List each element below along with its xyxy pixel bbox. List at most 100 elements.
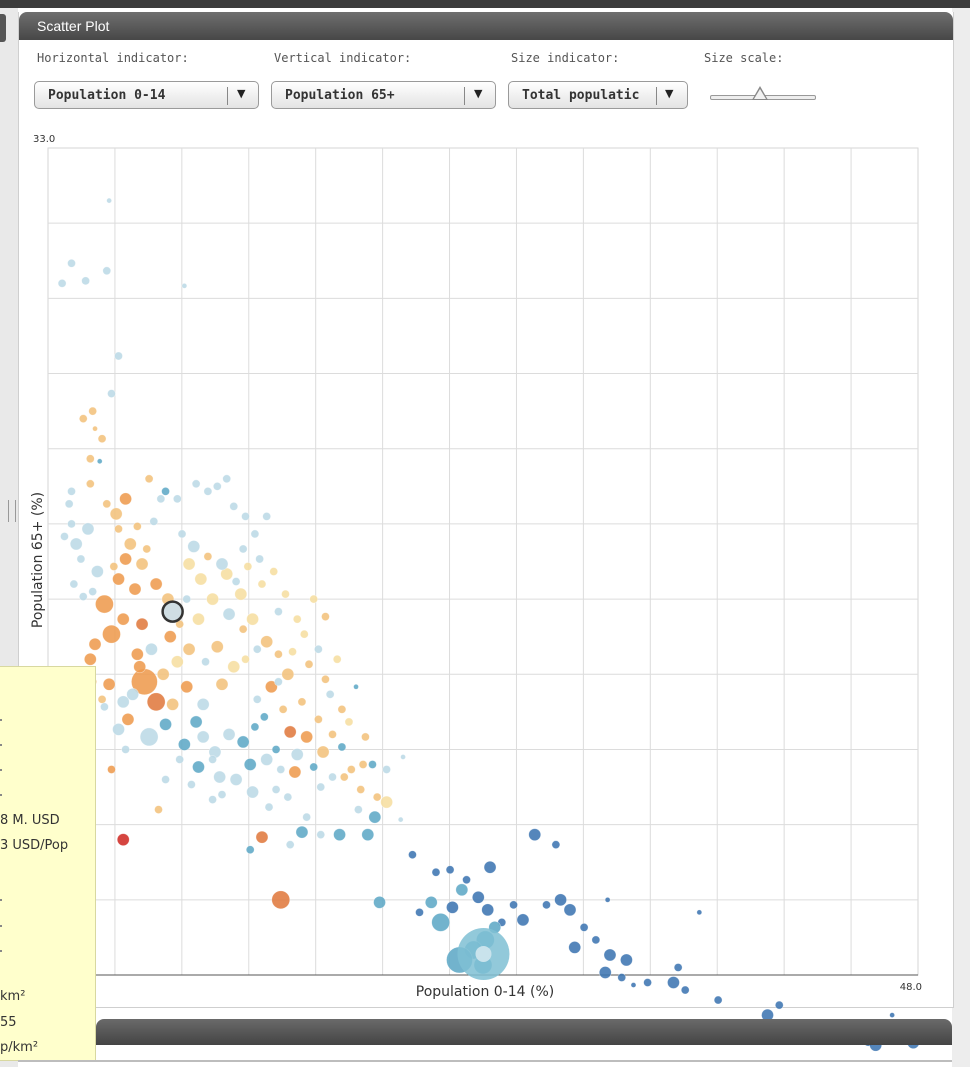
- data-point: [78, 414, 88, 423]
- data-point: [368, 810, 382, 824]
- data-point: [554, 893, 567, 907]
- data-point: [196, 730, 210, 744]
- data-point: [64, 499, 74, 509]
- data-point: [358, 760, 368, 769]
- data-point: [455, 883, 469, 897]
- data-point: [309, 594, 319, 604]
- data-point: [243, 562, 253, 571]
- data-point: [107, 389, 116, 398]
- data-point: [114, 524, 123, 534]
- data-point: [255, 554, 264, 564]
- slider-thumb-highlight: [754, 89, 766, 99]
- tooltip-bullet: [0, 719, 2, 721]
- data-point: [356, 785, 366, 794]
- data-point: [445, 865, 455, 875]
- data-point: [106, 197, 112, 204]
- horizontal-indicator-value: Population 0-14: [48, 88, 166, 103]
- resize-grip-icon[interactable]: [8, 500, 16, 522]
- data-point: [121, 713, 135, 726]
- data-point: [509, 900, 518, 910]
- data-point: [333, 828, 346, 841]
- data-point: [620, 953, 633, 967]
- data-point: [215, 557, 229, 571]
- data-point: [69, 579, 79, 589]
- data-point-large-core: [475, 945, 492, 962]
- data-point: [191, 479, 201, 489]
- dropdown-separator: [227, 87, 228, 105]
- data-point: [109, 507, 123, 521]
- data-point: [241, 654, 250, 664]
- data-point: [361, 828, 375, 841]
- data-point: [222, 728, 236, 741]
- tooltip-bullet: [0, 925, 2, 927]
- data-point: [109, 562, 119, 571]
- data-point: [161, 775, 170, 784]
- chevron-down-icon: ▼: [237, 87, 246, 100]
- panel-header: Scatter Plot: [19, 12, 953, 40]
- data-point: [238, 624, 248, 634]
- data-point: [156, 494, 166, 504]
- data-point: [222, 607, 236, 621]
- data-point: [139, 727, 159, 747]
- data-point: [295, 825, 309, 839]
- data-point: [680, 985, 690, 995]
- data-point: [431, 867, 441, 877]
- data-point: [81, 522, 95, 536]
- data-point: [114, 351, 123, 361]
- data-point: [264, 802, 274, 812]
- data-point: [145, 642, 158, 656]
- size-scale-label: Size scale:: [704, 51, 784, 65]
- data-point: [321, 674, 330, 684]
- data-point: [347, 765, 356, 774]
- data-point: [181, 283, 188, 289]
- data-point: [325, 690, 335, 699]
- data-point: [102, 266, 112, 276]
- data-point: [213, 770, 226, 784]
- data-point: [252, 695, 262, 704]
- vertical-indicator-select[interactable]: Population 65+ ▼: [271, 81, 496, 109]
- data-point: [354, 805, 363, 814]
- data-point: [159, 718, 172, 731]
- dropdown-separator: [464, 87, 465, 105]
- tooltip-bullet: [0, 744, 2, 746]
- size-indicator-select[interactable]: Total populatic ▼: [508, 81, 688, 109]
- tooltip-line: 8 M. USD: [0, 813, 60, 828]
- data-point: [119, 552, 132, 566]
- data-point: [314, 644, 323, 654]
- tooltip-line: 3 USD/Pop: [0, 838, 69, 853]
- data-point: [96, 458, 103, 465]
- data-point: [246, 785, 259, 799]
- data-point: [361, 732, 370, 742]
- data-point: [471, 891, 485, 904]
- data-point: [102, 499, 112, 509]
- data-point: [260, 635, 273, 648]
- data-point: [194, 572, 208, 586]
- data-point: [314, 715, 323, 724]
- data-point: [97, 695, 107, 704]
- horizontal-indicator-label: Horizontal indicator:: [37, 51, 189, 65]
- data-point: [288, 765, 302, 779]
- data-point: [177, 529, 187, 539]
- data-point: [481, 903, 495, 917]
- data-point: [283, 792, 293, 802]
- data-point: [91, 565, 104, 578]
- data-point: [446, 901, 459, 914]
- tooltip-bullet: [0, 769, 2, 771]
- data-point: [260, 753, 273, 766]
- data-point: [337, 705, 347, 714]
- data-point: [236, 735, 250, 749]
- data-point: [171, 655, 184, 669]
- dropdown-separator: [656, 87, 657, 105]
- data-point: [250, 529, 260, 539]
- horizontal-indicator-select[interactable]: Population 0-14 ▼: [34, 81, 259, 109]
- data-point: [241, 512, 250, 521]
- data-point: [424, 896, 438, 909]
- data-point: [281, 589, 290, 599]
- data-point: [238, 544, 248, 554]
- data-point: [163, 630, 177, 643]
- data-point: [78, 592, 88, 601]
- data-point: [245, 845, 255, 854]
- data-point: [92, 425, 98, 432]
- data-point: [304, 659, 314, 669]
- data-point: [302, 812, 311, 822]
